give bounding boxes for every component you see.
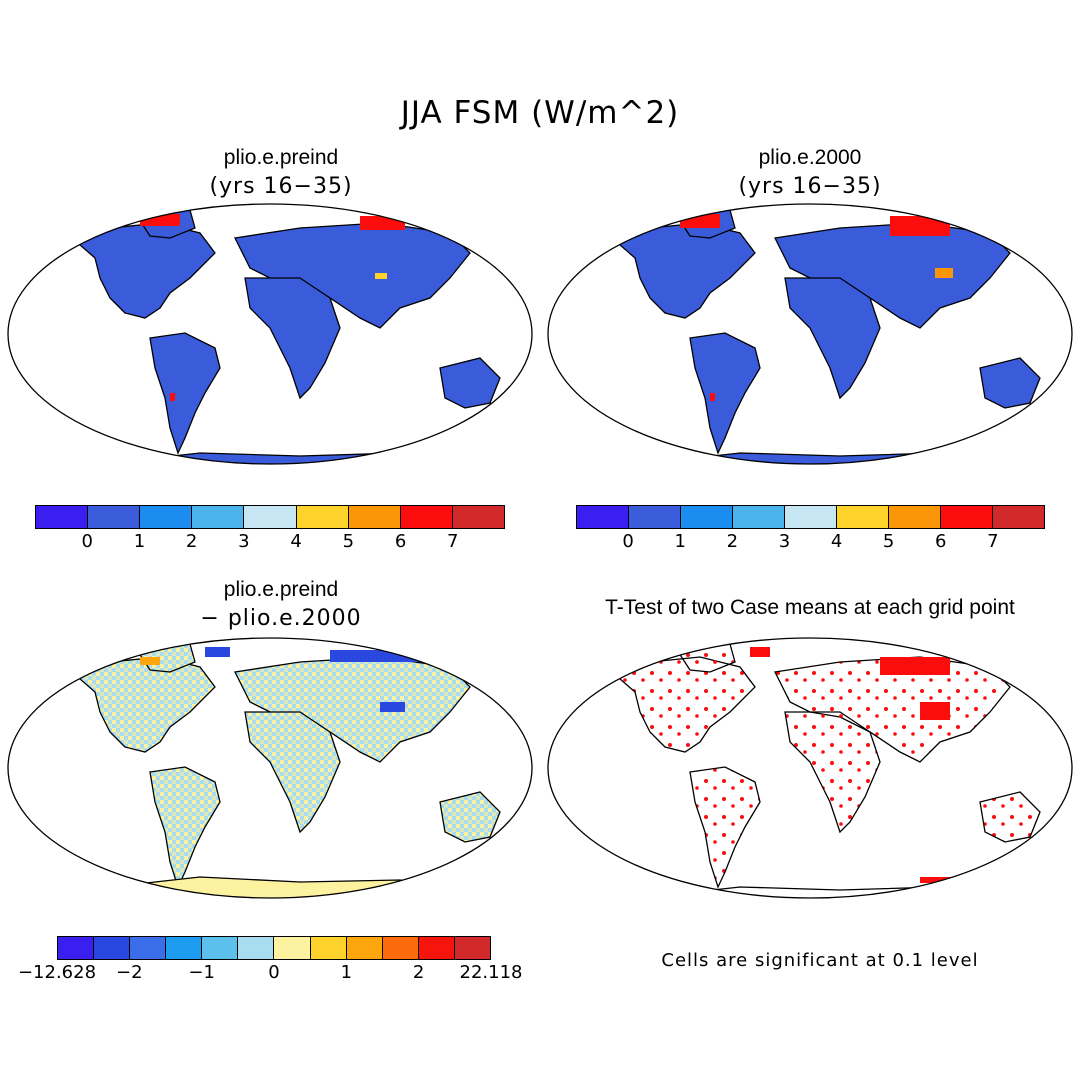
colorbar-diff-tick-label: 0 bbox=[268, 962, 280, 983]
colorbar-diff-swatch-6 bbox=[238, 937, 275, 959]
colorbar-preind-swatch-8 bbox=[400, 506, 453, 528]
colorbar-preind-ticks: 0 1 2 3 4 5 6 7 bbox=[35, 531, 505, 555]
colorbar-diff-swatch-10 bbox=[382, 937, 419, 959]
colorbar-2000-tick-label: 5 bbox=[882, 531, 895, 552]
colorbar-preind-tick-label: 1 bbox=[133, 531, 146, 552]
colorbar-diff-swatch-12 bbox=[454, 937, 490, 959]
colorbar-diff-swatch-5 bbox=[202, 937, 239, 959]
panel4-title: T-Test of two Case means at each grid po… bbox=[605, 596, 1015, 619]
colorbar-2000-ticks: 0 1 2 3 4 5 6 7 bbox=[576, 531, 1045, 555]
colorbar-2000-tick-label: 1 bbox=[674, 531, 686, 552]
colorbar-diff-swatch-1 bbox=[58, 937, 95, 959]
colorbar-2000-swatch-9 bbox=[993, 506, 1044, 528]
colorbar-2000-tick-label: 4 bbox=[830, 531, 843, 552]
colorbar-2000-swatch-3 bbox=[681, 506, 733, 528]
panel3-subtitle: − plio.e.2000 bbox=[200, 606, 362, 631]
map-panel-preind bbox=[7, 203, 533, 465]
colorbar-2000-swatch-7 bbox=[889, 506, 941, 528]
colorbar-diff-tick-label: −2 bbox=[116, 962, 143, 983]
australia bbox=[439, 357, 501, 409]
panel1-title: plio.e.preind bbox=[223, 146, 339, 169]
colorbar-2000-swatch-6 bbox=[837, 506, 889, 528]
colorbar-diff-tick-label: −1 bbox=[188, 962, 215, 983]
colorbar-2000-swatch-1 bbox=[577, 506, 629, 528]
colorbar-preind-swatch-3 bbox=[140, 506, 193, 528]
colorbar-diff-swatch-3 bbox=[130, 937, 167, 959]
colorbar-2000-swatch-4 bbox=[733, 506, 785, 528]
colorbar-diff-tick-label: −12.628 bbox=[17, 962, 97, 983]
colorbar-diff-swatch-2 bbox=[94, 937, 131, 959]
colorbar-preind-swatch-2 bbox=[88, 506, 141, 528]
south-america bbox=[149, 332, 221, 455]
colorbar-preind-tick-label: 2 bbox=[185, 531, 198, 552]
colorbar-preind-swatch-5 bbox=[244, 506, 297, 528]
colorbar-2000-tick-label: 0 bbox=[622, 531, 634, 552]
colorbar-preind-swatch-6 bbox=[296, 506, 349, 528]
colorbar-preind-swatch-4 bbox=[192, 506, 245, 528]
significance-note: Cells are significant at 0.1 level bbox=[661, 950, 979, 971]
africa bbox=[244, 277, 341, 400]
colorbar-preind-tick-label: 4 bbox=[290, 531, 302, 552]
colorbar-diff-swatch-8 bbox=[310, 937, 347, 959]
colorbar-preind-tick-label: 6 bbox=[394, 531, 407, 552]
colorbar-2000 bbox=[576, 505, 1045, 529]
colorbar-preind-swatch-7 bbox=[348, 506, 401, 528]
colorbar-diff-tick-label: 22.118 bbox=[459, 962, 523, 983]
colorbar-preind-swatch-9 bbox=[452, 506, 504, 528]
map-panel-diff bbox=[7, 637, 533, 899]
colorbar-2000-swatch-8 bbox=[941, 506, 993, 528]
colorbar-diff-swatch-7 bbox=[274, 937, 311, 959]
colorbar-preind bbox=[35, 505, 505, 529]
colorbar-diff-tick-label: 2 bbox=[412, 962, 425, 983]
colorbar-preind-tick-label: 5 bbox=[342, 531, 355, 552]
colorbar-diff-swatch-9 bbox=[346, 937, 383, 959]
colorbar-2000-tick-label: 6 bbox=[935, 531, 947, 552]
colorbar-2000-tick-label: 2 bbox=[726, 531, 739, 552]
colorbar-preind-swatch-1 bbox=[36, 506, 89, 528]
colorbar-diff bbox=[57, 936, 491, 960]
colorbar-preind-tick-label: 3 bbox=[238, 531, 250, 552]
colorbar-2000-swatch-5 bbox=[785, 506, 837, 528]
figure-title: JJA FSM (W/m^2) bbox=[400, 95, 680, 131]
colorbar-preind-tick-label: 7 bbox=[447, 531, 459, 552]
map-panel-ttest bbox=[547, 637, 1073, 899]
antarctica bbox=[109, 452, 451, 464]
panel2-title: plio.e.2000 bbox=[758, 146, 862, 169]
colorbar-diff-ticks: −12.628 −2 −1 0 1 2 22.118 bbox=[18, 962, 523, 986]
panel2-subtitle: (yrs 16−35) bbox=[738, 174, 882, 199]
colorbar-preind-tick-label: 0 bbox=[81, 531, 93, 552]
panel1-subtitle: (yrs 16−35) bbox=[209, 174, 353, 199]
panel3-title: plio.e.preind bbox=[223, 578, 339, 601]
colorbar-diff-swatch-11 bbox=[418, 937, 455, 959]
colorbar-diff-swatch-4 bbox=[166, 937, 203, 959]
colorbar-2000-swatch-2 bbox=[629, 506, 681, 528]
colorbar-2000-tick-label: 3 bbox=[778, 531, 791, 552]
colorbar-2000-tick-label: 7 bbox=[987, 531, 999, 552]
map-panel-2000 bbox=[547, 203, 1073, 465]
colorbar-diff-tick-label: 1 bbox=[340, 962, 353, 983]
